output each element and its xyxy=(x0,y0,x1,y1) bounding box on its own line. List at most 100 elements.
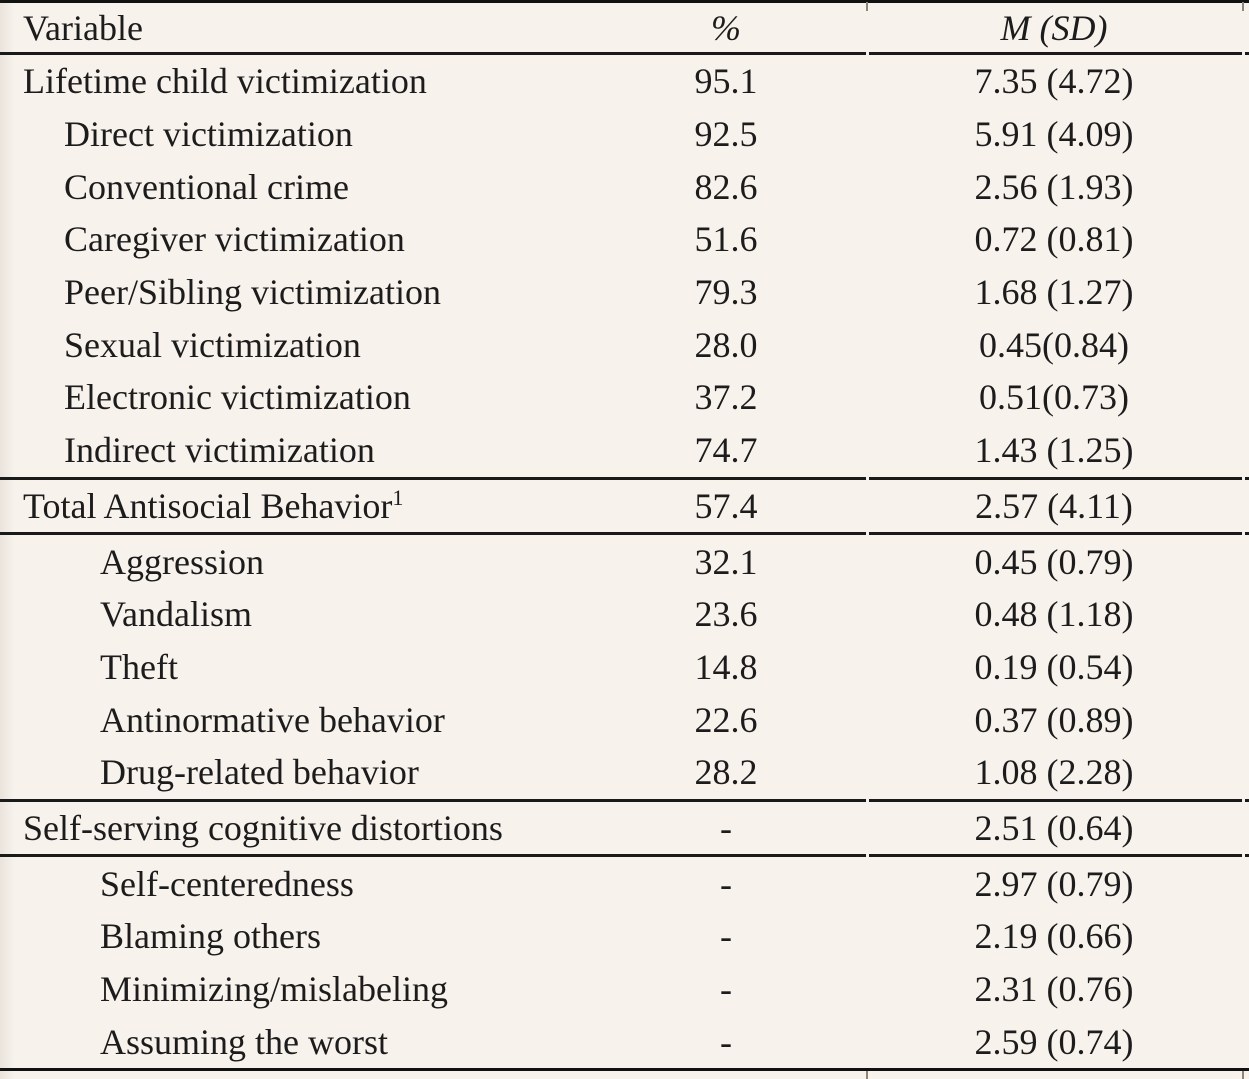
column-divider-tick xyxy=(866,2,868,11)
rule-gap xyxy=(866,532,869,536)
row-label: Total Antisocial Behavior1 xyxy=(23,484,404,526)
column-header-percent: % xyxy=(711,7,741,48)
row-mean-sd-value: 7.35 (4.72) xyxy=(974,61,1134,102)
row-percent-value: 28.2 xyxy=(694,752,758,793)
row-mean-sd-value: 5.91 (4.09) xyxy=(974,114,1134,155)
column-header-msd: M (SD) xyxy=(1000,7,1108,48)
row-percent-value: 82.6 xyxy=(694,166,758,207)
row-percent-value: 95.1 xyxy=(694,61,758,102)
table-row: Sexual victimization 28.0 0.45(0.84) xyxy=(0,318,1249,371)
row-mean-sd-value: 2.56 (1.93) xyxy=(974,166,1134,207)
row-label: Self-serving cognitive distortions xyxy=(23,807,503,848)
row-label: Electronic victimization xyxy=(64,377,411,418)
row-percent-value: 32.1 xyxy=(694,541,758,582)
rule-gap xyxy=(1242,476,1245,480)
table-row: Antinormative behavior 22.6 0.37 (0.89) xyxy=(0,693,1249,746)
row-label: Blaming others xyxy=(100,916,321,957)
row-label: Direct victimization xyxy=(64,114,353,155)
row-label: Theft xyxy=(100,646,178,687)
row-percent-value: - xyxy=(720,807,732,848)
section-rule xyxy=(0,854,1249,858)
header-bottom-rule xyxy=(0,52,1249,55)
row-mean-sd-value: 0.45 (0.79) xyxy=(974,541,1134,582)
row-mean-sd-value: 2.51 (0.64) xyxy=(974,807,1134,848)
rule-gap xyxy=(866,52,869,55)
table-row: Self-centeredness - 2.97 (0.79) xyxy=(0,857,1249,910)
table-row: Lifetime child victimization 95.1 7.35 (4.… xyxy=(0,55,1249,108)
row-percent-value: - xyxy=(720,916,732,957)
table-row: Self-serving cognitive distortions - 2.51 … xyxy=(0,802,1249,855)
footnote-marker: 1 xyxy=(392,484,404,510)
table-row: Peer/Sibling victimization 79.3 1.68 (1.27… xyxy=(0,266,1249,319)
row-percent-value: 28.0 xyxy=(694,324,758,365)
row-mean-sd-value: 2.97 (0.79) xyxy=(974,863,1134,904)
column-divider-tick xyxy=(866,1071,868,1079)
row-label: Antinormative behavior xyxy=(100,699,445,740)
table-header-row: Variable % M (SD) xyxy=(0,3,1249,52)
row-label: Minimizing/mislabeling xyxy=(100,969,448,1010)
rule-gap xyxy=(1242,52,1245,55)
row-label: Sexual victimization xyxy=(64,324,361,365)
column-divider-tick xyxy=(1242,2,1244,11)
table-row: Assuming the worst - 2.59 (0.74) xyxy=(0,1015,1249,1068)
row-mean-sd-value: 0.37 (0.89) xyxy=(974,699,1134,740)
rule-gap xyxy=(866,854,869,858)
row-label: Assuming the worst xyxy=(100,1021,388,1062)
row-percent-value: 23.6 xyxy=(694,594,758,635)
rule-gap xyxy=(866,798,869,802)
table-row: Theft 14.8 0.19 (0.54) xyxy=(0,641,1249,694)
row-label: Conventional crime xyxy=(64,166,349,207)
table-top-rule xyxy=(0,0,1249,3)
table-row: Blaming others - 2.19 (0.66) xyxy=(0,910,1249,963)
rule-gap xyxy=(866,476,869,480)
table-row: Electronic victimization 37.2 0.51(0.73) xyxy=(0,371,1249,424)
row-percent-value: 57.4 xyxy=(694,485,758,526)
table-row: Vandalism 23.6 0.48 (1.18) xyxy=(0,588,1249,641)
row-percent-value: 92.5 xyxy=(694,114,758,155)
row-mean-sd-value: 0.51(0.73) xyxy=(979,377,1129,418)
row-mean-sd-value: 2.57 (4.11) xyxy=(975,485,1133,526)
rule-gap xyxy=(1242,798,1245,802)
row-label: Caregiver victimization xyxy=(64,219,405,260)
row-mean-sd-value: 0.19 (0.54) xyxy=(974,646,1134,687)
row-percent-value: 74.7 xyxy=(694,430,758,471)
column-header-variable: Variable xyxy=(23,7,143,48)
row-label: Peer/Sibling victimization xyxy=(64,272,441,313)
table-row: Minimizing/mislabeling - 2.31 (0.76) xyxy=(0,963,1249,1016)
row-label: Self-centeredness xyxy=(100,863,354,904)
row-mean-sd-value: 0.45(0.84) xyxy=(979,324,1129,365)
row-percent-value: 14.8 xyxy=(694,646,758,687)
row-label: Indirect victimization xyxy=(64,430,375,471)
rule-gap xyxy=(1242,532,1245,536)
section-rule xyxy=(0,798,1249,802)
table-row: Aggression 32.1 0.45 (0.79) xyxy=(0,535,1249,588)
row-label: Drug-related behavior xyxy=(100,752,419,793)
row-percent-value: - xyxy=(720,969,732,1010)
row-label: Vandalism xyxy=(100,594,252,635)
table-bottom-rule xyxy=(0,1068,1249,1072)
row-mean-sd-value: 1.43 (1.25) xyxy=(974,430,1134,471)
table-body: Lifetime child victimization 95.1 7.35 (4.… xyxy=(0,55,1249,1068)
row-percent-value: - xyxy=(720,863,732,904)
table-row: Indirect victimization 74.7 1.43 (1.25) xyxy=(0,424,1249,477)
row-mean-sd-value: 2.59 (0.74) xyxy=(974,1021,1134,1062)
column-divider-tick xyxy=(1242,1071,1244,1079)
rule-gap xyxy=(1242,854,1245,858)
row-label: Lifetime child victimization xyxy=(23,61,427,102)
row-percent-value: 79.3 xyxy=(694,272,758,313)
row-percent-value: 51.6 xyxy=(694,219,758,260)
row-mean-sd-value: 2.19 (0.66) xyxy=(974,916,1134,957)
table-row: Total Antisocial Behavior1 57.4 2.57 (4.11… xyxy=(0,480,1249,533)
section-rule xyxy=(0,476,1249,480)
section-rule xyxy=(0,532,1249,536)
row-mean-sd-value: 2.31 (0.76) xyxy=(974,969,1134,1010)
row-mean-sd-value: 1.08 (2.28) xyxy=(974,752,1134,793)
row-label: Aggression xyxy=(100,541,264,582)
row-mean-sd-value: 0.72 (0.81) xyxy=(974,219,1134,260)
row-percent-value: 37.2 xyxy=(694,377,758,418)
row-mean-sd-value: 0.48 (1.18) xyxy=(974,594,1134,635)
row-percent-value: - xyxy=(720,1021,732,1062)
row-mean-sd-value: 1.68 (1.27) xyxy=(974,272,1134,313)
table-row: Drug-related behavior 28.2 1.08 (2.28) xyxy=(0,746,1249,799)
